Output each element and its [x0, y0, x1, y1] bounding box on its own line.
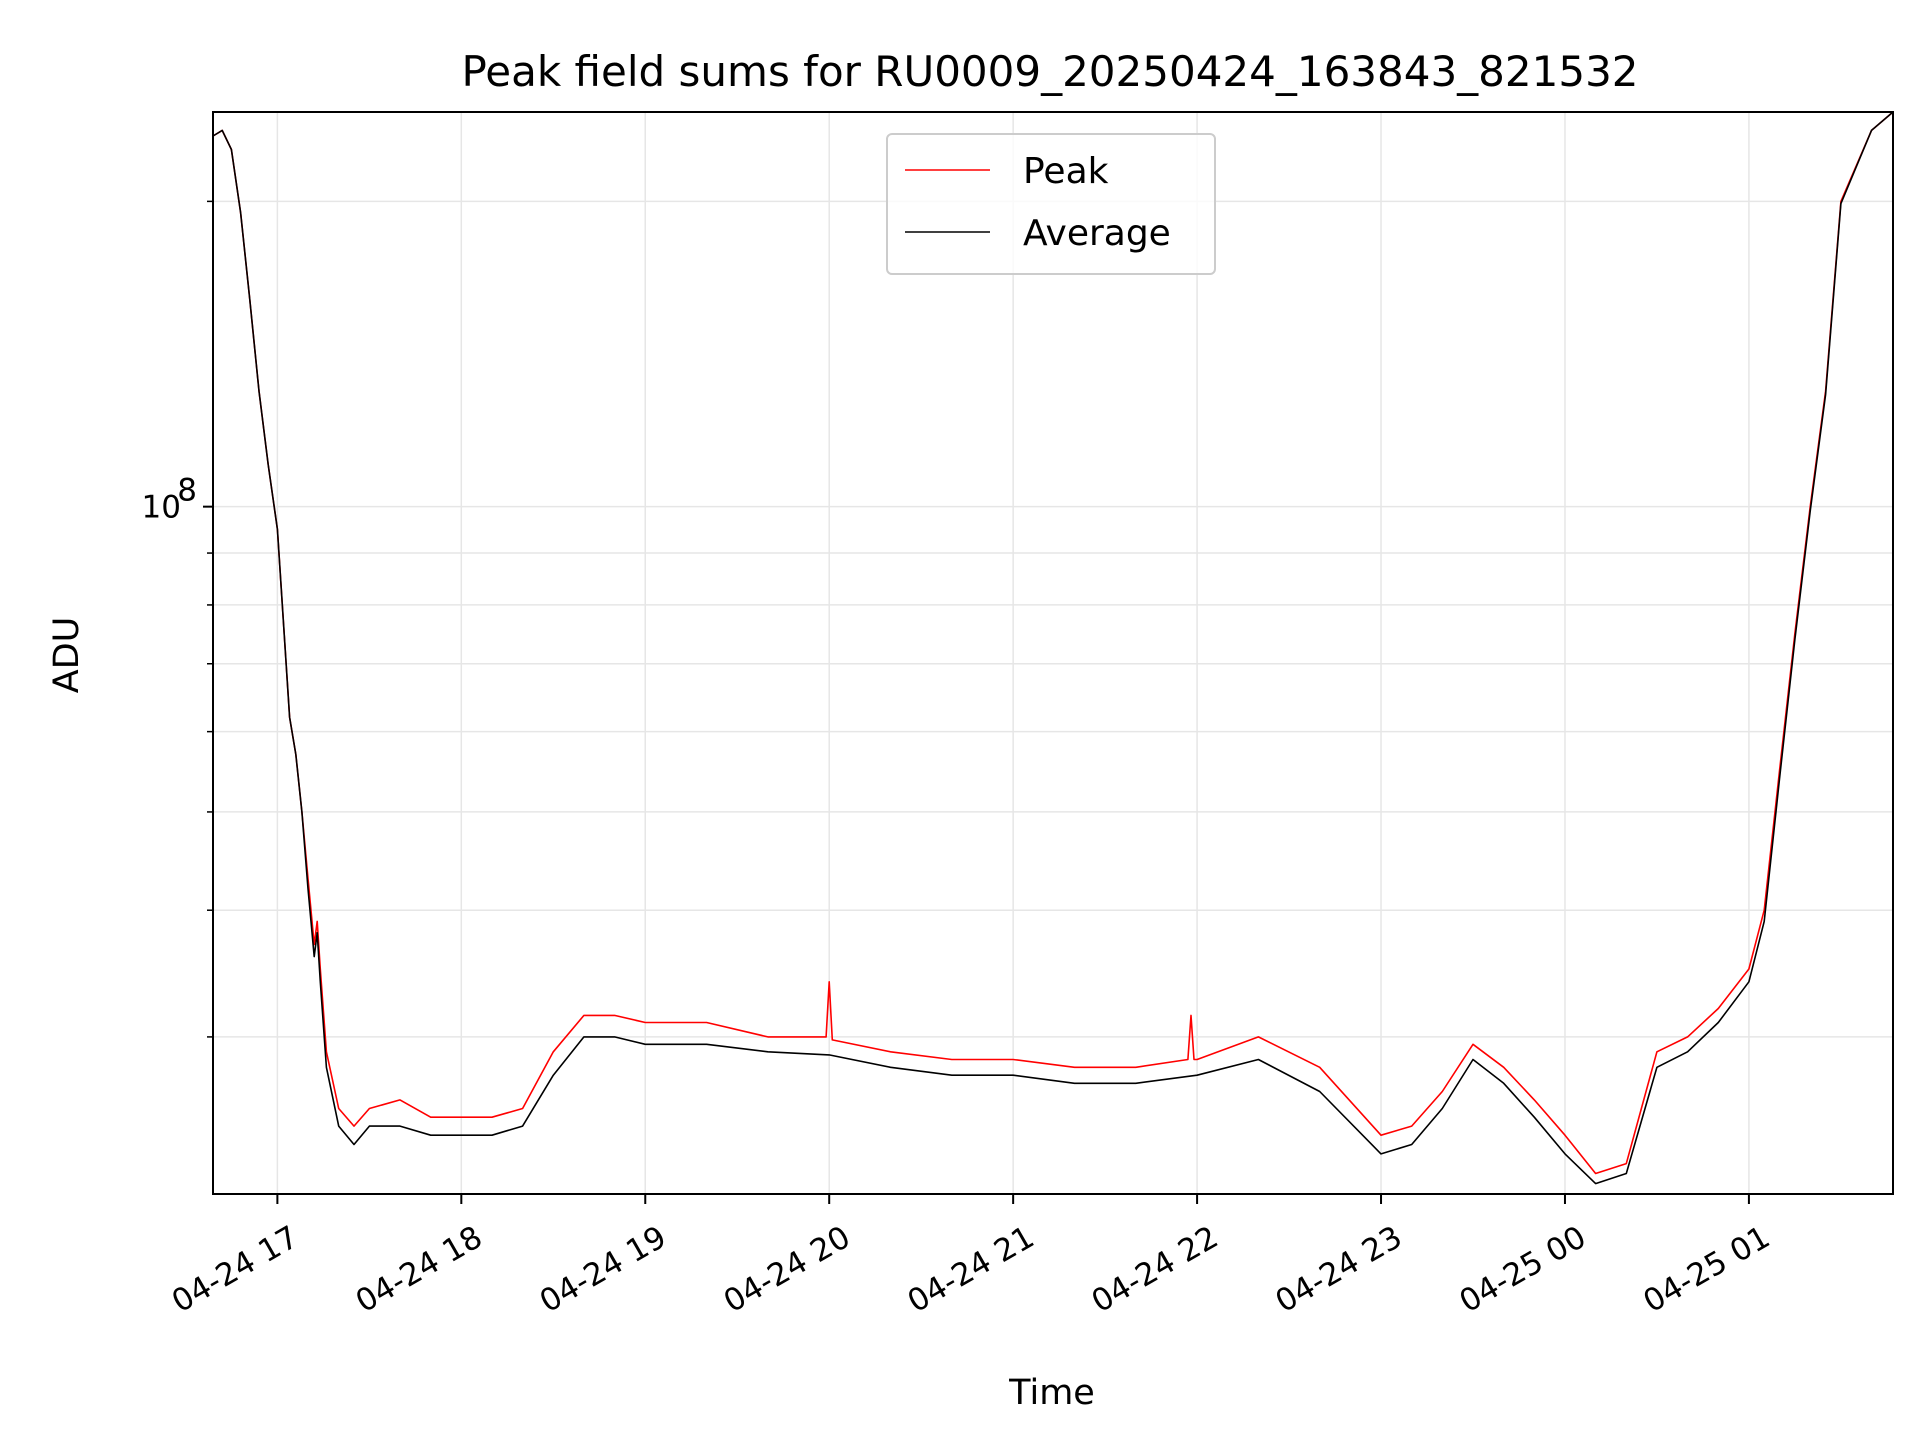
- plot-frame: [212, 111, 1894, 1195]
- y-tick-exponent: 8: [177, 473, 197, 509]
- grid: [213, 112, 1893, 1194]
- y-axis-label: ADU: [47, 617, 87, 694]
- series-layer: [212, 111, 1894, 1185]
- x-axis-label: Time: [1008, 1373, 1095, 1413]
- legend-average-label: Average: [1023, 213, 1171, 254]
- y-tick-label: 10: [142, 490, 181, 526]
- y-tick-base: 10: [142, 490, 181, 526]
- legend: Peak Average: [886, 133, 1216, 275]
- series-line-average: [212, 111, 1894, 1185]
- legend-box: [886, 133, 1216, 275]
- legend-peak-label: Peak: [1023, 151, 1109, 192]
- chart-title: Peak field sums for RU0009_20250424_1638…: [461, 47, 1638, 96]
